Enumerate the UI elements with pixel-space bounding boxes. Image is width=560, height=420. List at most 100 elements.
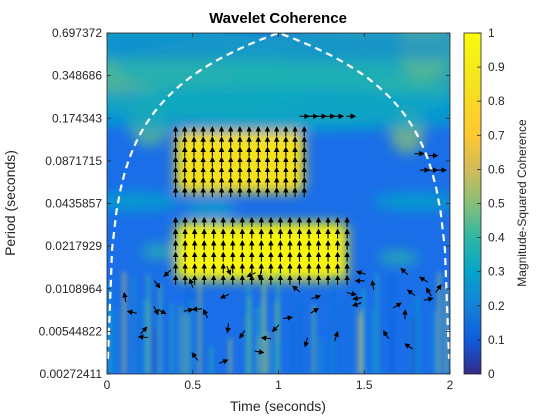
phase-arrow-242 — [272, 324, 280, 332]
streak-9 — [170, 303, 174, 374]
phase-arrow-220 — [292, 285, 301, 293]
y-tick-label-6: 0.174343 — [52, 111, 102, 125]
field-patch-8 — [107, 191, 181, 212]
phase-arrow-253 — [153, 305, 159, 316]
phase-arrows — [122, 113, 448, 365]
phase-arrow-229 — [188, 278, 194, 288]
streak-15 — [408, 299, 412, 374]
streak-58 — [375, 273, 379, 374]
phase-arrow-233 — [137, 334, 148, 340]
streak-40 — [274, 342, 278, 374]
colorbar-tick-label-1: 0.1 — [488, 333, 505, 347]
phase-arrow-227 — [423, 296, 434, 302]
phase-arrow-232 — [246, 272, 256, 278]
phase-arrow-228 — [239, 330, 246, 339]
streak-27 — [113, 311, 117, 374]
colorbar-tick-label-0: 0 — [488, 367, 495, 381]
colorbar: 0 0.1 0.2 0.3 0.4 0.5 0.6 0.7 0.8 0.9 1 Magnitude-… — [463, 26, 529, 381]
streak-35 — [158, 283, 162, 374]
coherence-heatmap — [107, 33, 450, 374]
streak-45 — [142, 298, 146, 374]
field-patch-13 — [107, 87, 450, 132]
chart-title: Wavelet Coherence — [209, 10, 347, 27]
field-patch-11 — [141, 243, 176, 260]
phase-arrow-226 — [282, 315, 294, 321]
streak-46 — [108, 281, 112, 374]
y-tick-label-1: 0.00544822 — [39, 324, 103, 338]
phase-arrow-234 — [191, 306, 202, 312]
phase-arrow-237 — [404, 343, 413, 350]
streak-16 — [312, 304, 316, 374]
colorbar-tick-label-6: 0.6 — [488, 162, 505, 176]
phase-arrow-251 — [426, 287, 432, 297]
y-tick-label-3: 0.0217929 — [45, 239, 102, 253]
phase-arrow-225 — [333, 331, 339, 341]
phase-arrow-261 — [226, 265, 232, 276]
streak-13 — [370, 308, 374, 374]
x-tick-label-2: 1 — [275, 378, 282, 392]
phase-arrow-238 — [183, 307, 194, 313]
streak-48 — [351, 287, 355, 374]
streak-7 — [122, 271, 126, 374]
streak-50 — [133, 339, 137, 374]
field-patch-10 — [184, 199, 236, 218]
streak-17 — [329, 330, 333, 374]
phase-arrow-260 — [191, 352, 199, 361]
phase-arrow-240 — [122, 292, 128, 303]
y-tick-label-7: 0.348686 — [52, 69, 102, 83]
x-tick-label-0: 0 — [104, 378, 111, 392]
streak-56 — [262, 270, 266, 374]
x-tick-label-1: 0.5 — [184, 378, 201, 392]
field-patch-12 — [377, 250, 420, 266]
colorbar-tick-label-7: 0.7 — [488, 128, 505, 142]
streak-47 — [358, 309, 362, 374]
phase-arrow-248 — [163, 269, 172, 277]
phase-arrow-249 — [370, 279, 376, 290]
x-axis-label: Time (seconds) — [230, 398, 326, 414]
phase-arrow-244 — [419, 276, 428, 283]
heatmap-field — [107, 33, 450, 281]
phase-arrow-257 — [355, 270, 366, 276]
colorbar-label: Magnitude-Squared Coherence — [515, 119, 529, 287]
phase-arrow-256 — [157, 308, 167, 315]
phase-arrow-241 — [225, 323, 231, 334]
phase-arrow-263 — [260, 335, 271, 341]
streak-42 — [184, 313, 188, 374]
phase-arrow-262 — [311, 294, 322, 300]
streak-10 — [335, 315, 339, 374]
streak-54 — [146, 273, 150, 374]
streak-41 — [272, 340, 276, 374]
phase-arrow-255 — [310, 307, 320, 314]
colorbar-tick-label-4: 0.4 — [488, 231, 505, 245]
x-tick-label-4: 2 — [447, 378, 454, 392]
heatmap-fine-structure — [107, 270, 449, 374]
streak-43 — [152, 327, 156, 374]
streak-12 — [293, 310, 297, 374]
y-axis-label: Period (seconds) — [2, 150, 18, 256]
phase-arrow-236 — [351, 301, 362, 307]
streak-14 — [132, 272, 136, 374]
phase-arrow-219 — [254, 349, 265, 355]
colorbar-tick-label-9: 0.9 — [488, 60, 505, 74]
colorbar-tick-label-8: 0.8 — [488, 94, 505, 108]
phase-arrow-247 — [203, 308, 208, 319]
streak-23 — [186, 281, 190, 374]
phase-arrow-235 — [218, 359, 229, 365]
phase-arrow-222 — [257, 270, 263, 281]
colorbar-tick-label-5: 0.5 — [488, 197, 505, 211]
x-axis: 0 0.5 1 1.5 2 — [104, 33, 454, 392]
streak-26 — [361, 287, 365, 374]
streak-34 — [412, 316, 416, 374]
phase-arrow-230 — [406, 289, 416, 297]
streak-25 — [437, 272, 441, 374]
streak-49 — [228, 338, 232, 374]
streak-44 — [319, 337, 323, 374]
phase-arrow-223 — [126, 309, 137, 315]
streak-51 — [209, 345, 213, 374]
phase-arrow-252 — [219, 293, 230, 299]
phase-arrow-239 — [153, 280, 161, 289]
streak-52 — [256, 306, 260, 374]
colorbar-tick-label-2: 0.2 — [488, 299, 505, 313]
